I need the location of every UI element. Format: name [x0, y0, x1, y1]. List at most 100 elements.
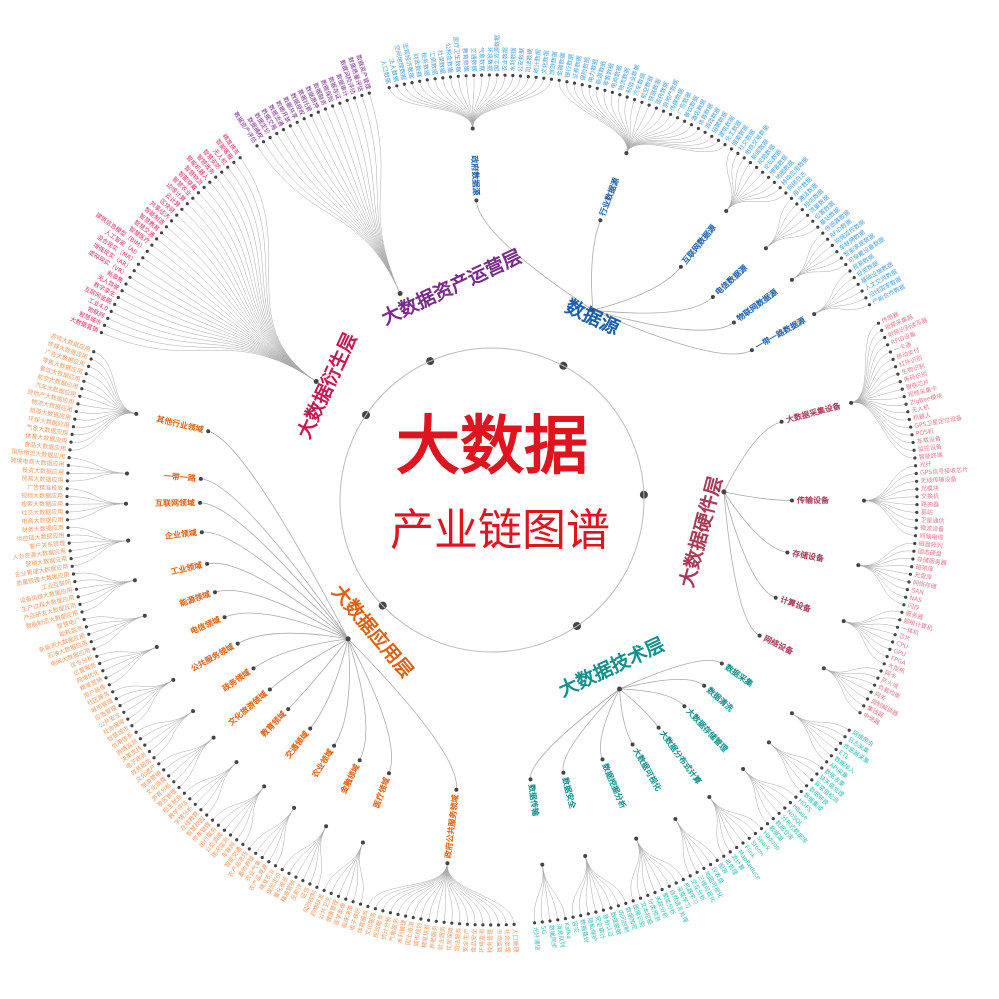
leaf-label: 住房保障 — [445, 927, 455, 952]
leaf-dot — [68, 549, 72, 553]
leaf-dot — [74, 409, 78, 414]
leaf-dot — [789, 196, 794, 200]
leaf-link — [472, 75, 514, 129]
branch-link — [592, 266, 682, 311]
leaf-dot — [549, 77, 554, 81]
leaf-link — [116, 679, 174, 699]
leaf-link — [726, 162, 751, 212]
branch-fan-dot — [292, 805, 297, 810]
branch-dot — [286, 707, 291, 712]
leaf-dot — [815, 772, 819, 776]
leaf-dot — [911, 557, 915, 561]
leaf-label: 养老服务 — [428, 925, 439, 950]
branch-label: 大数据分布式计算 — [658, 728, 704, 786]
branch-dot — [702, 683, 707, 688]
leaf-dot — [755, 165, 759, 169]
leaf-dot — [70, 432, 74, 436]
leaf-dot — [715, 858, 719, 863]
leaf-dot — [107, 683, 111, 687]
leaf-dot — [309, 113, 313, 117]
leaf-link — [742, 768, 791, 803]
leaf-dot — [660, 887, 664, 892]
leaf-label: 供应链大数据应用 — [16, 531, 65, 543]
leaf-dot — [548, 919, 552, 923]
leaf-link — [791, 713, 846, 737]
leaf-link — [726, 192, 787, 212]
branch-label: 物联网数据源 — [735, 287, 780, 323]
leaf-link — [596, 88, 628, 154]
leaf-link — [542, 864, 551, 922]
leaf-link — [144, 710, 194, 746]
leaf-dot — [856, 282, 860, 286]
leaf-dot — [667, 884, 671, 888]
leaf-label: 社会治理 — [503, 929, 512, 953]
leaf-link — [572, 855, 587, 918]
leaf-link — [112, 679, 174, 693]
leaf-dot — [82, 379, 86, 383]
leaf-link — [290, 125, 401, 294]
branch-link — [530, 688, 620, 780]
leaf-link — [79, 579, 135, 605]
leaf-dot — [765, 822, 770, 826]
leaf-link — [67, 488, 127, 504]
leaf-link — [105, 646, 157, 679]
leaf-dot — [616, 904, 621, 908]
leaf-dot — [128, 275, 132, 279]
branch-link — [723, 491, 776, 599]
leaf-label: 旅游数据 — [548, 51, 559, 76]
layer-hub-dot — [313, 379, 319, 384]
leaf-dot — [113, 302, 117, 306]
branch-dot — [773, 595, 778, 600]
branch-link — [253, 638, 349, 669]
leaf-link — [276, 133, 401, 294]
leaf-link — [131, 679, 174, 726]
leaf-label: 磁盘阵列 — [918, 539, 943, 549]
leaf-link — [135, 710, 194, 733]
leaf-link — [102, 646, 157, 671]
leaf-dot — [220, 170, 224, 174]
leaf-link — [419, 81, 473, 129]
leaf-dot — [729, 147, 734, 151]
branch-label: 工业领域 — [170, 560, 203, 577]
leaf-dot — [411, 916, 415, 920]
leaf-dot — [404, 914, 408, 918]
leaf-link — [765, 221, 813, 249]
leaf-dot — [783, 806, 787, 810]
center-ring — [339, 347, 645, 653]
leaf-link — [791, 232, 823, 281]
branch-dot — [528, 777, 533, 782]
leaf-link — [566, 81, 628, 154]
branch-label: 数据安全 — [560, 776, 578, 810]
leaf-dot — [419, 917, 423, 921]
leaf-link — [765, 198, 792, 249]
leaf-dot — [126, 717, 130, 721]
leaf-dot — [302, 117, 306, 121]
leaf-label: NAS — [909, 595, 923, 605]
leaf-dot — [301, 879, 305, 883]
leaf-link — [318, 111, 401, 294]
leaf-link — [163, 737, 214, 771]
leaf-label: 同轴电缆 — [919, 532, 944, 542]
branch-label: 数据传输 — [527, 784, 541, 818]
leaf-dot — [806, 213, 810, 217]
leaf-link — [236, 786, 265, 840]
leaf-link — [791, 713, 832, 756]
leaf-link — [709, 796, 762, 829]
leaf-label: 气象数据 — [477, 47, 486, 71]
leaf-dot — [238, 156, 242, 160]
leaf-dot — [71, 425, 75, 429]
leaf-dot — [232, 160, 236, 164]
leaf-dot — [68, 448, 72, 452]
leaf-link — [858, 550, 914, 566]
leaf-link — [309, 826, 327, 885]
leaf-dot — [896, 372, 900, 376]
leaf-link — [843, 620, 888, 657]
leaf-dot — [82, 617, 86, 622]
leaf-dot — [710, 134, 714, 138]
leaf-link — [472, 74, 498, 129]
leaf-link — [316, 826, 327, 888]
leaf-dot — [273, 864, 278, 868]
leaf-dot — [73, 417, 77, 421]
leaf-dot — [661, 109, 666, 113]
leaf-link — [86, 373, 137, 415]
